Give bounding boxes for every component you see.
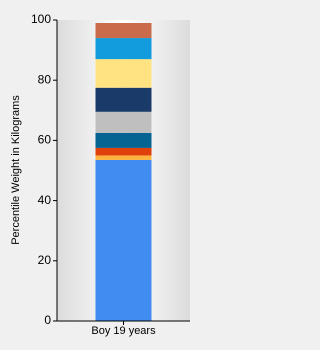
- chart: Percentile Weight in Kilograms 0 20 40 60 80…: [10, 12, 190, 337]
- y-tick-label: 40: [38, 193, 52, 207]
- bar-segment: [95, 159, 152, 321]
- bar-segment: [95, 132, 152, 148]
- bar-segment: [95, 87, 152, 112]
- y-tick-label: 60: [38, 133, 52, 147]
- bar-segment: [95, 147, 152, 156]
- x-tick-label: Boy 19 years: [91, 325, 156, 337]
- bar-segment: [95, 38, 152, 60]
- y-tick-label: 80: [38, 72, 52, 86]
- y-tick-label: 100: [31, 12, 51, 26]
- bar-segment: [95, 59, 152, 88]
- bar-segment: [95, 155, 152, 160]
- y-axis-label: Percentile Weight in Kilograms: [10, 95, 22, 245]
- y-tick-label: 0: [44, 313, 51, 327]
- bar-segment: [95, 111, 152, 133]
- y-tick-label: 20: [38, 253, 52, 267]
- bar-segment: [95, 23, 152, 39]
